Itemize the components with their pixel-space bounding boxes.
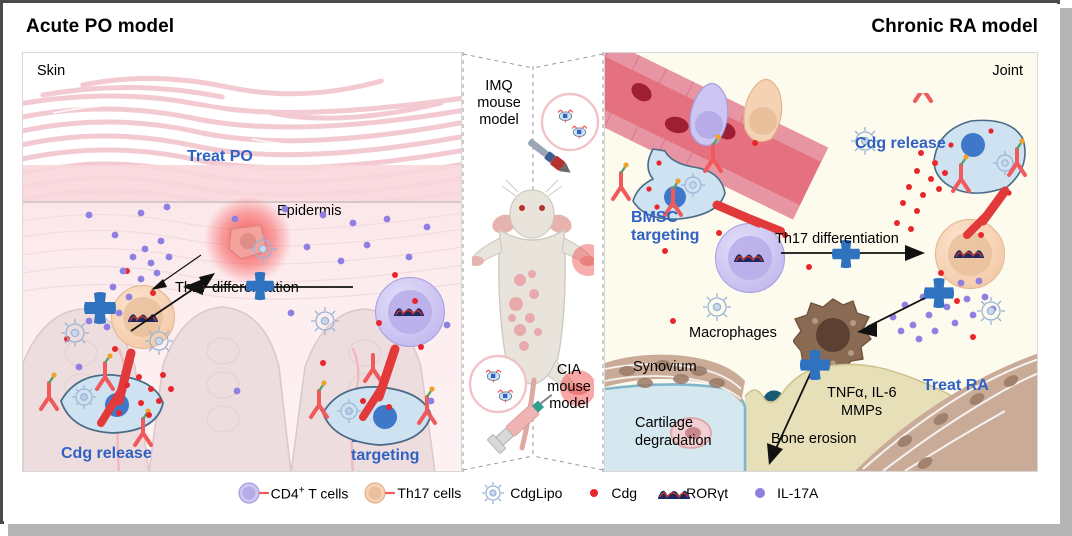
imq-application-inset [527,92,600,173]
antibody-decorations-left [39,353,437,447]
cytokines-label-line1: TNFα, IL-6 [827,385,897,401]
legend-label-rorgt: RORγt [686,485,729,501]
cd4-t-cell-icon [238,481,269,505]
cytokines-label-line2: MMPs [841,403,883,419]
treat-po-label: Treat PO [187,148,253,165]
legend-item-cd4-t-cells: CD4+ T cells [238,481,349,505]
bmsc-cell-left-right [322,386,432,446]
th17-differentiation-label-right: Th17 differentiation [775,231,899,247]
keratinocyte-icon [228,224,268,260]
bone-erosion-label: Bone erosion [771,431,857,447]
cdglipo-icons-right [703,127,1005,325]
imq-label-line-2: mouse [477,95,521,111]
legend-item-il17a: IL-17A [748,481,818,505]
legend-item-rorgt: RORγt [657,481,728,505]
cia-label-line-3: model [549,396,589,412]
inhibition-cross-right-2 [923,277,955,309]
macrophages-label: Macrophages [689,325,777,341]
legend: CD4+ T cells Th17 cells [22,476,1038,510]
cia-label-line-1: CIA [556,362,582,378]
page-title-right: Chronic RA model [871,16,1038,37]
th17-cell-icon [364,481,396,505]
synovium-label: Synovium [633,359,697,375]
dermis-texture [23,212,461,300]
skin-label: Skin [37,63,66,79]
cartilage-label-line1: Cartilage [635,415,694,431]
cdg-release-label-left: Cdg release [61,445,152,462]
legend-label-th17-cells: Th17 cells [397,485,462,501]
inhibition-cross-right-1 [831,239,861,269]
inhibition-cross-left-1 [84,292,116,324]
cdg-dot-icon [582,481,606,505]
animal-model-panel [462,52,604,472]
legend-label-cdglipo: CdgLipo [510,485,563,501]
legend-label-il17a: IL-17A [777,485,819,501]
cia-label-line-2: mouse [547,379,591,395]
extravasating-cells [689,78,783,146]
cdg-dots-left [64,268,424,418]
acute-po-model-panel: Skin Treat PO Epidermis Th17 differentia… [22,52,462,472]
bmsc-targeting-label-left-line2: targeting [351,447,420,464]
legend-item-cdg: Cdg [582,481,637,505]
pathway-arrows-right [767,245,936,465]
legend-label-cd4-t-cells: CD4+ T cells [270,484,349,502]
rorgt-icon-cd4-left [394,308,424,316]
joint-anatomy-illustration [605,353,1037,471]
rorgt-icon [657,481,691,505]
rorgt-icon-cd4-right [734,254,764,262]
antibody-decorations-right [611,93,1027,217]
bmsc-targeting-label-right-line2: targeting [631,227,700,244]
imq-label-line-1: IMQ [485,78,513,94]
legend-item-th17-cells: Th17 cells [364,481,462,505]
figure-stage: Acute PO model Chronic RA model [22,16,1038,510]
legend-label-cdg: Cdg [611,485,638,501]
cdg-release-burst [894,150,948,232]
inhibition-cross-right-3 [799,349,831,381]
legend-item-cdglipo: CdgLipo [481,481,562,505]
cdglipo-icons-left [61,235,339,355]
cdg-tether-right [712,186,1010,239]
cdg-dots-right [662,140,984,340]
imq-mouse-model-label: IMQ mouse model [468,78,530,129]
cdg-release-label-right: Cdg release [855,135,946,152]
cia-injection-inset [468,354,553,454]
cdglipo-icon [481,481,505,505]
chronic-ra-model-panel: Joint Cdg release BMSC targeting Th17 di… [604,52,1038,472]
page-title-left: Acute PO model [26,16,175,37]
cdg-tether-left [97,344,400,427]
imq-label-line-3: model [479,112,519,128]
treat-ra-label: Treat RA [923,377,989,394]
bmsc-targeting-label-right-line1: BMSC [631,209,679,226]
inhibition-cross-left-2 [245,271,275,301]
cia-mouse-model-label: CIA mouse model [538,362,600,413]
il17a-dot-icon [748,481,772,505]
joint-label: Joint [992,63,1023,79]
rorgt-icon-th17-right [954,250,984,258]
pathway-arrows-left [130,254,353,332]
cartilage-label-line2: degradation [635,433,712,449]
